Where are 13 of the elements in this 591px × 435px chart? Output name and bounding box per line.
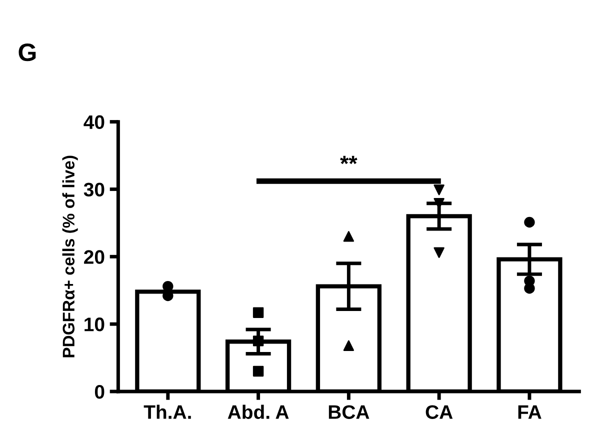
chart-title: G (18, 43, 36, 62)
y-axis-title: PDGFRα+ cells (% of live) (62, 156, 78, 358)
y-tick-label: 0 (94, 384, 104, 399)
y-tick-label: 40 (84, 115, 104, 130)
x-tick-label: CA (426, 405, 453, 419)
x-tick-label: FA (518, 405, 542, 419)
y-tick-label: 20 (84, 250, 104, 264)
annotation: ** (340, 156, 358, 164)
y-tick-label: 10 (84, 318, 104, 332)
x-tick-label: Abd. A (228, 404, 289, 419)
x-tick-label: Th.A. (144, 404, 191, 419)
x-tick-label: BCA (328, 405, 370, 419)
y-tick-label: 30 (84, 182, 104, 196)
